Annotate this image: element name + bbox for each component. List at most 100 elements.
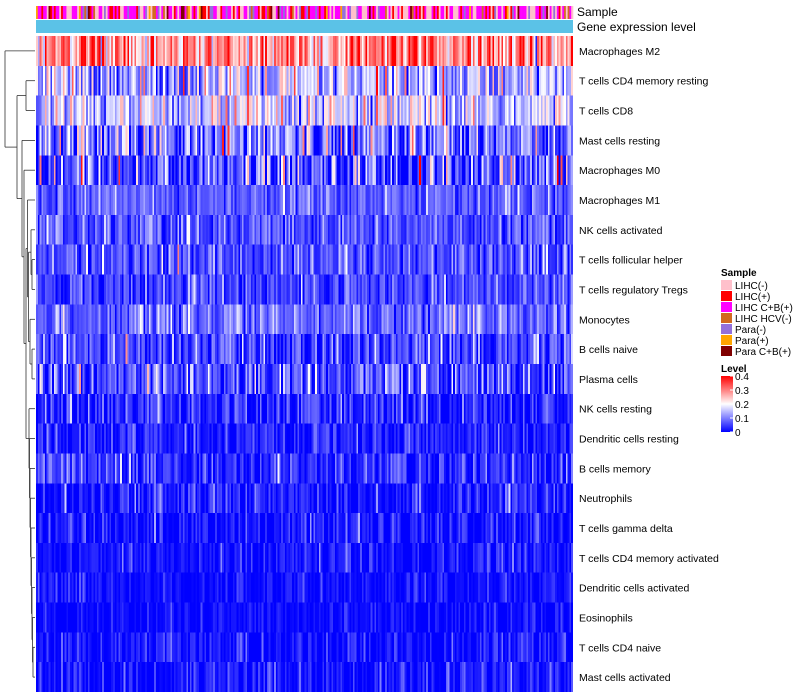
sample-track-cell [61,6,64,19]
sample-track-cell [492,6,495,19]
row-label: Eosinophils [579,613,633,625]
sample-track-cell [309,6,312,19]
sample-track-cell [300,6,304,19]
sample-track-cell [426,6,429,19]
sample-track-cell [474,6,477,19]
sample-track-cell [503,6,506,19]
sample-track-cell [154,6,157,19]
sample-track-cell [89,6,92,19]
sample-track-cell [150,6,153,19]
sample-track-cell [164,6,167,19]
sample-track-cell [501,6,504,19]
sample-track-cell [487,6,490,19]
sample-track-cell [469,6,472,19]
sample-track-cell [116,6,119,19]
sample-track-cell [277,6,280,19]
sample-track-cell [376,6,379,19]
sample-track-cell [265,6,268,19]
level-tick-label: 0.2 [735,400,749,411]
sample-track-cell [368,6,372,19]
sample-track-cell [331,6,334,19]
sample-track-cell [308,6,311,19]
sample-track-cell [96,6,99,19]
sample-track-cell [112,6,116,19]
sample-track-cell [372,6,375,19]
sample-track-cell [569,6,572,19]
sample-track-cell [256,6,259,19]
sample-track-cell [155,6,159,19]
sample-track-cell [444,6,447,19]
sample-legend-label: LIHC(+) [735,292,770,303]
sample-track-cell [127,6,130,19]
sample-track-cell [266,6,269,19]
sample-track-cell [161,6,164,19]
sample-track-cell [453,6,456,19]
sample-track-cell [268,6,271,19]
sample-legend-label: LIHC HCV(-) [735,314,792,325]
sample-track-cell [458,6,461,19]
sample-track-cell [392,6,395,19]
row-label: NK cells resting [579,404,652,416]
sample-track-cell [438,6,441,19]
sample-track-cell [470,6,474,19]
sample-track-cell [62,6,65,19]
sample-track-cell [247,6,250,19]
sample-track-cell [206,6,209,19]
sample-track-cell [544,6,547,19]
sample-track-cell [476,6,479,19]
sample-track-cell [540,6,543,19]
sample-track-cell [533,6,536,19]
sample-track-cell [182,6,185,19]
sample-track-cell [78,6,82,19]
sample-track-cell [286,6,289,19]
sample-track-cell [193,6,196,19]
level-legend-title: Level [721,364,747,375]
sample-annotation-track [36,6,574,19]
sample-track-cell [279,6,282,19]
sample-track-cell [141,6,144,19]
sample-track-cell [481,6,484,19]
sample-track-cell [170,6,173,19]
row-label: B cells naive [579,344,638,356]
sample-track-cell [456,6,459,19]
row-label: Plasma cells [579,374,638,386]
sample-track-cell [385,6,388,19]
sample-track-cell [275,6,278,19]
sample-track-cell [340,6,343,19]
sample-legend-swatch [721,280,732,290]
sample-legend-label: LIHC C+B(+) [735,303,793,314]
sample-track-cell [159,6,162,19]
sample-track-cell [95,6,98,19]
sample-track-cell [291,6,295,19]
sample-track-cell [345,6,348,19]
sample-track-cell [71,6,74,19]
sample-track-cell [349,6,352,19]
row-label: T cells gamma delta [579,523,673,535]
sample-track-cell [283,6,286,19]
sample-track-cell [254,6,257,19]
sample-track-cell [343,6,346,19]
sample-track-cell [136,6,139,19]
sample-track-cell [558,6,561,19]
sample-track-cell [333,6,336,19]
row-label: Mast cells activated [579,672,671,684]
sample-track-cell [213,6,216,19]
sample-track-cell [48,6,51,19]
sample-track-cell [53,6,56,19]
sample-track-cell [70,6,73,19]
sample-legend-swatch [721,302,732,312]
sample-track-cell [202,6,205,19]
sample-track-cell [565,6,568,19]
row-label: T cells regulatory Tregs [579,285,688,297]
sample-track-cell [281,6,284,19]
sample-track-cell [132,6,135,19]
sample-track-cell [284,6,287,19]
sample-track-cell [390,6,393,19]
sample-track-cell [313,6,316,19]
sample-track-cell [66,6,69,19]
sample-track-cell [334,6,338,19]
sample-track-cell [157,6,160,19]
sample-track-cell [317,6,320,19]
sample-track-cell [325,6,329,19]
